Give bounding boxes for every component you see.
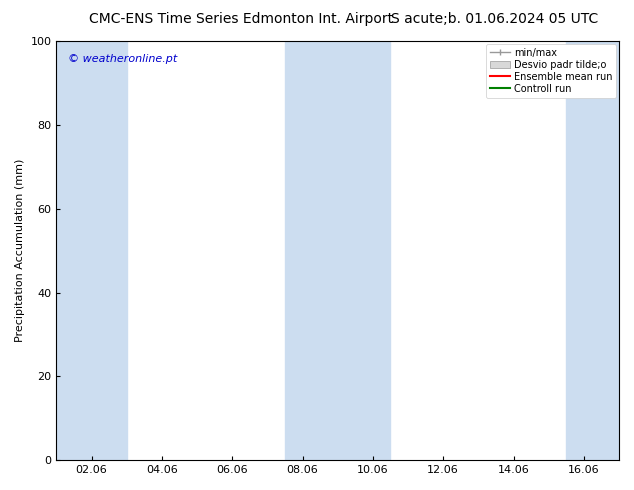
Bar [285,41,391,460]
Text: S acute;b. 01.06.2024 05 UTC: S acute;b. 01.06.2024 05 UTC [391,12,598,26]
Bar [56,41,127,460]
Text: CMC-ENS Time Series Edmonton Int. Airport: CMC-ENS Time Series Edmonton Int. Airpor… [89,12,393,26]
Y-axis label: Precipitation Accumulation (mm): Precipitation Accumulation (mm) [15,159,25,343]
Text: © weatheronline.pt: © weatheronline.pt [68,53,177,64]
Legend: min/max, Desvio padr tilde;o, Ensemble mean run, Controll run: min/max, Desvio padr tilde;o, Ensemble m… [486,44,616,98]
Bar [566,41,619,460]
